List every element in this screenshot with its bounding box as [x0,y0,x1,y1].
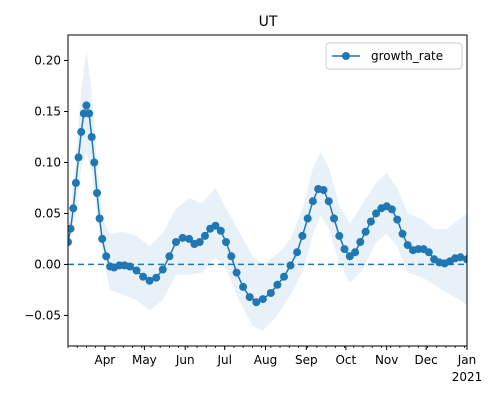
x-tick-label: Jan [457,353,477,367]
data-point [185,234,194,243]
data-point [172,238,180,246]
data-point [227,252,236,261]
data-point [132,266,141,275]
y-tick-label: 0.15 [34,104,61,118]
data-point [393,215,402,224]
x-tick-label: Aug [254,353,277,367]
data-point [324,197,333,206]
data-point [152,273,161,282]
data-point [178,233,187,242]
data-point [93,189,101,197]
data-point [398,229,407,238]
x-tick-label: Nov [375,353,398,367]
data-point [68,224,75,233]
data-point [293,248,302,257]
y-tick-label: −0.05 [24,308,61,322]
data-point [125,262,134,271]
data-point [77,127,86,136]
data-point [273,280,282,289]
data-point [90,158,99,167]
y-tick-label: 0.05 [34,206,61,220]
data-point [232,268,241,277]
data-point [372,209,381,218]
data-point [280,272,288,281]
data-point [69,204,78,213]
data-point [424,248,433,257]
data-point [266,289,275,297]
data-point [340,245,349,254]
data-point [201,231,209,240]
x-tick-label: Dec [415,353,438,367]
data-point [211,221,220,230]
data-point [158,265,167,274]
x-tick-label: Jun [175,353,195,367]
x-tick-label: May [132,353,157,367]
x-tick-label: Sep [295,353,318,367]
data-point [239,282,248,291]
x-tick-label: Apr [94,353,115,367]
data-point [71,178,80,187]
data-point [366,217,375,226]
plot-content [68,50,467,331]
y-tick-label: 0.20 [34,53,61,67]
y-tick-label: 0.10 [34,155,61,169]
data-point [319,186,328,194]
data-point [95,214,104,223]
data-point [403,241,412,250]
data-point [139,272,148,281]
data-point [87,133,96,141]
data-point [351,248,360,257]
chart-title: UT [259,14,278,30]
data-point [356,238,365,246]
data-point [330,214,338,223]
legend: growth_rate [325,42,463,70]
data-point [102,252,111,261]
data-point [463,255,467,264]
data-point [308,197,317,206]
x-tick-label: Jul [216,353,231,367]
data-point [145,276,154,285]
data-point [245,293,254,302]
x-tick-label: Oct [335,353,356,367]
data-point [258,295,267,304]
data-point [456,253,465,262]
data-point [335,231,344,240]
data-point [387,205,396,214]
data-point [222,238,230,246]
axes: −0.05 0.00 0.05 0.10 0.15 0.20 Apr May Jun Jul Aug… [24,34,477,367]
data-point [98,234,107,243]
data-point [303,214,312,223]
plot-area [68,50,467,331]
data-point [68,238,72,246]
data-point [298,231,307,240]
legend-box [325,42,463,70]
data-point [252,298,261,307]
x-axis-year-label: 2021 [452,370,483,384]
plot-frame [67,34,468,347]
data-point [74,153,83,162]
data-point [85,109,94,118]
data-point [286,261,295,270]
data-point [216,226,225,235]
data-point [82,101,91,110]
legend-label: growth_rate [371,49,443,63]
y-tick-label: 0.00 [34,257,61,271]
legend-marker [342,52,350,60]
data-point [195,238,204,246]
data-point [361,227,370,236]
data-point [165,252,174,261]
